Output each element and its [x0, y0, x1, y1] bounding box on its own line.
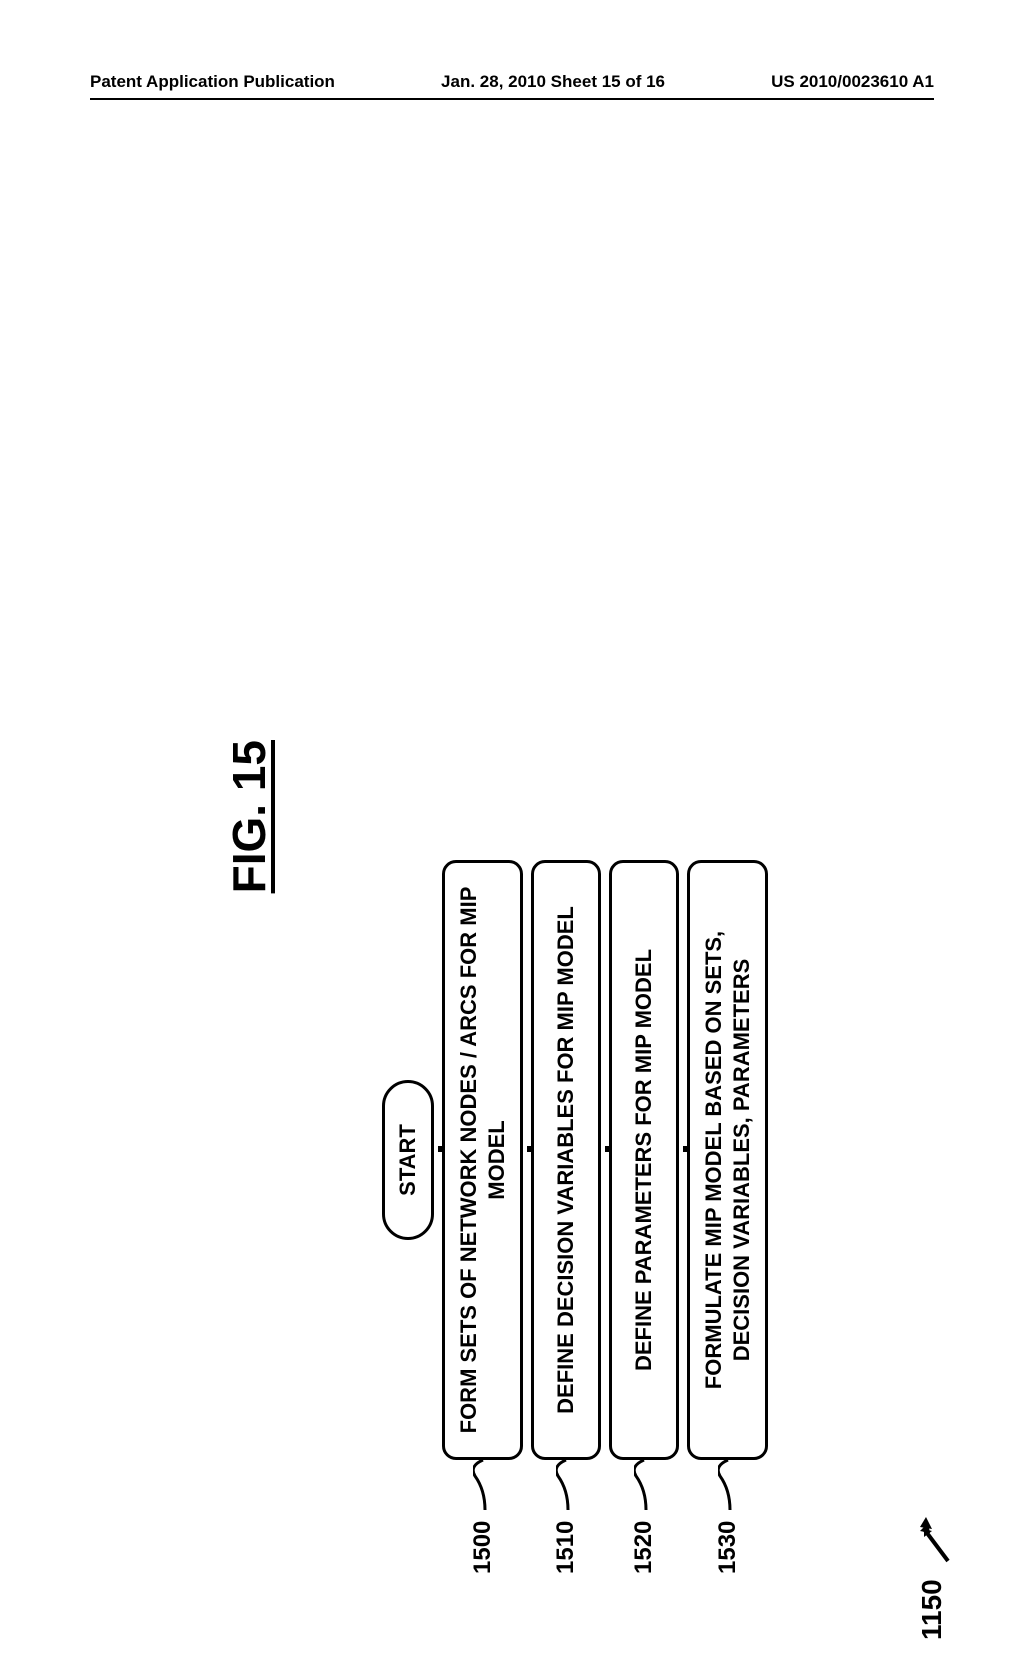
rotated-content: FIG. 15 1150 START: [572, 660, 962, 1170]
header-rule: [90, 98, 934, 100]
ref-connector-icon: [556, 1460, 580, 1510]
figure-reference-number: 1150: [916, 1579, 947, 1640]
reference-arrow-icon: [916, 1515, 952, 1565]
flow-step: FORMULATE MIP MODEL BASED ON SETS, DECIS…: [687, 860, 768, 1460]
flow-step-ref: 1520: [630, 1521, 658, 1574]
flow-step-ref: 1500: [469, 1521, 497, 1574]
figure-reference: 1150: [916, 1515, 952, 1640]
flow-step-text: DEFINE DECISION VARIABLES FOR MIP MODEL: [552, 906, 580, 1414]
flow-step-ref-number: 1530: [714, 1521, 741, 1574]
ref-connector-icon: [718, 1460, 742, 1510]
flow-step-ref-number: 1520: [630, 1521, 657, 1574]
flow-step-wrap: 1510 DEFINE DECISION VARIABLES FOR MIP M…: [531, 860, 601, 1460]
header-left: Patent Application Publication: [90, 72, 335, 92]
page-header: Patent Application Publication Jan. 28, …: [0, 72, 1024, 92]
flow-start-label: START: [394, 1124, 422, 1196]
flow-step-text: FORMULATE MIP MODEL BASED ON SETS, DECIS…: [700, 879, 755, 1441]
figure-label: FIG. 15: [222, 740, 276, 893]
flow-step: FORM SETS OF NETWORK NODES / ARCS FOR MI…: [442, 860, 523, 1460]
flow-step: DEFINE DECISION VARIABLES FOR MIP MODEL: [531, 860, 601, 1460]
flow-step: DEFINE PARAMETERS FOR MIP MODEL: [609, 860, 679, 1460]
flow-step-ref-number: 1500: [469, 1521, 496, 1574]
header-center: Jan. 28, 2010 Sheet 15 of 16: [441, 72, 665, 92]
flow-step-ref-number: 1510: [552, 1521, 579, 1574]
flow-step-wrap: 1520 DEFINE PARAMETERS FOR MIP MODEL: [609, 860, 679, 1460]
flow-step-ref: 1530: [714, 1521, 742, 1574]
header-right: US 2010/0023610 A1: [771, 72, 934, 92]
flow-step-ref: 1510: [552, 1521, 580, 1574]
flowchart-diagram: FIG. 15 1150 START: [182, 660, 962, 1680]
flow-step-text: DEFINE PARAMETERS FOR MIP MODEL: [630, 949, 658, 1371]
flow-start: START: [382, 1080, 434, 1240]
flowchart: START 1500 FORM SETS OF NETWORK NODES / …: [382, 840, 768, 1480]
flow-step-wrap: 1530 FORMULATE MIP MODEL BASED ON SETS, …: [687, 860, 768, 1460]
page: Patent Application Publication Jan. 28, …: [0, 0, 1024, 1320]
ref-connector-icon: [634, 1460, 658, 1510]
flow-step-wrap: 1500 FORM SETS OF NETWORK NODES / ARCS F…: [442, 860, 523, 1460]
ref-connector-icon: [473, 1460, 497, 1510]
flow-step-text: FORM SETS OF NETWORK NODES / ARCS FOR MI…: [455, 879, 510, 1441]
